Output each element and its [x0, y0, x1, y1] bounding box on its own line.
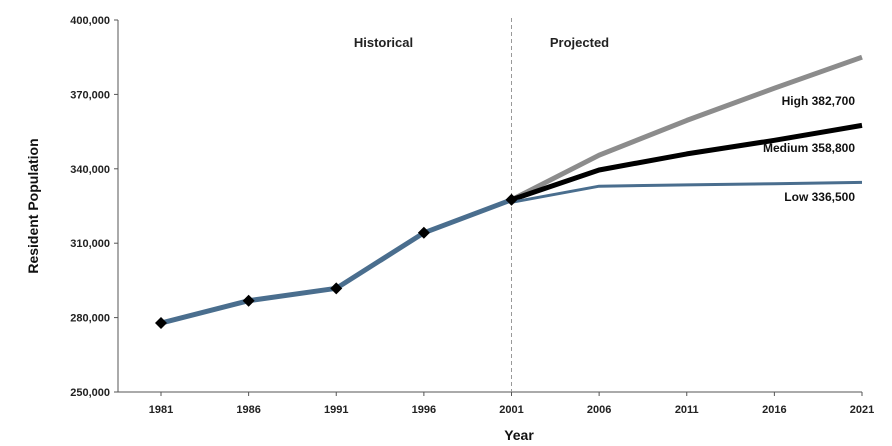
- high-projection-label: High 382,700: [782, 94, 856, 108]
- historical-data-point: [505, 193, 518, 206]
- historical-line: [160, 197, 513, 326]
- x-tick-label: 1981: [149, 404, 173, 416]
- historical-data-point: [417, 226, 430, 239]
- historical-data-point: [242, 294, 255, 307]
- x-tick-label: 2021: [850, 404, 874, 416]
- x-tick-label: 1991: [324, 404, 348, 416]
- x-tick-label: 2006: [587, 404, 611, 416]
- chart-labels: Year Resident Population Historical Project…: [25, 35, 855, 443]
- historical-data-point: [155, 317, 167, 330]
- historical-label: Historical: [354, 35, 413, 50]
- medium-projection-label: Medium 358,800: [763, 141, 855, 155]
- medium-projection-line: [510, 122, 863, 203]
- y-axis-title: Resident Population: [25, 138, 41, 273]
- y-tick-label: 340,000: [70, 164, 110, 176]
- x-tick-label: 2001: [499, 404, 523, 416]
- low-projection-line: [511, 180, 863, 204]
- y-tick-label: 370,000: [70, 89, 110, 101]
- historical-data-point: [330, 282, 343, 295]
- x-tick-label: 2016: [762, 404, 786, 416]
- y-tick-label: 280,000: [70, 313, 110, 325]
- y-tick-label: 250,000: [70, 387, 110, 399]
- y-tick-label: 310,000: [70, 238, 110, 250]
- low-projection-label: Low 336,500: [784, 190, 855, 204]
- high-projection-line: [510, 54, 863, 203]
- x-tick-label: 1986: [236, 404, 260, 416]
- axes: 250,000 280,000 310,000 340,000 370,000 400,0…: [70, 15, 874, 416]
- x-axis-title: Year: [504, 427, 534, 443]
- x-tick-label: 2011: [675, 404, 699, 416]
- projected-label: Projected: [550, 35, 609, 50]
- data-markers: [155, 193, 518, 330]
- y-tick-label: 400,000: [70, 15, 110, 27]
- x-tick-label: 1996: [412, 404, 436, 416]
